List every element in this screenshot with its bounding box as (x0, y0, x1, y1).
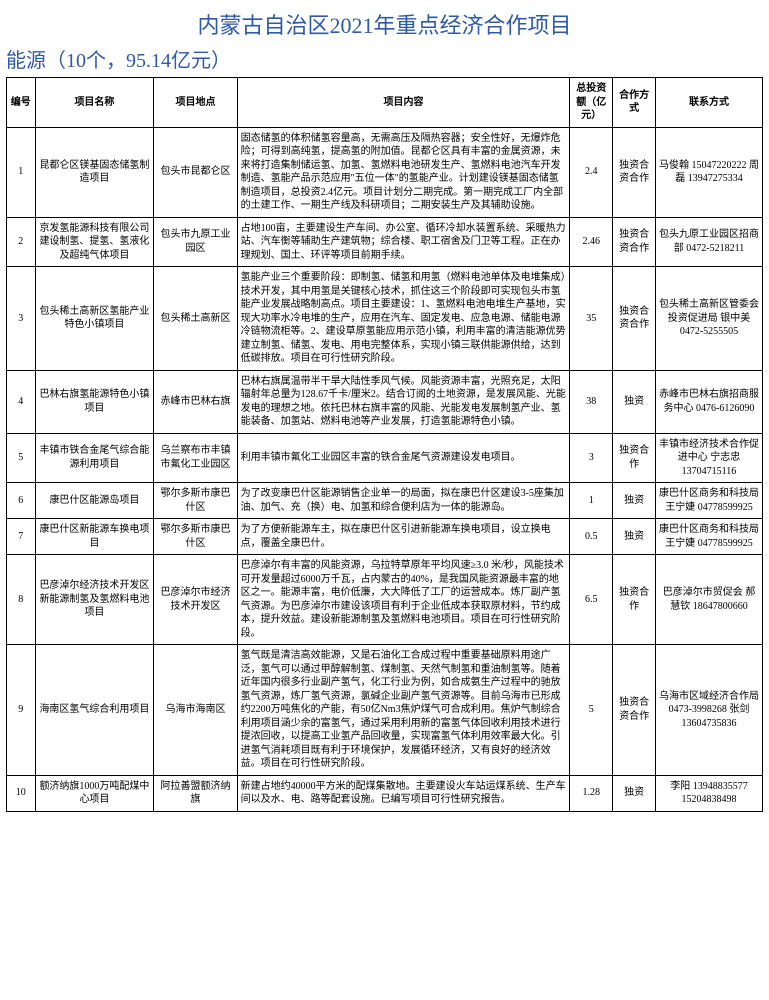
cell-name: 包头稀土高新区氢能产业特色小镇项目 (35, 267, 154, 371)
table-row: 5丰镇市铁合金尾气综合能源利用项目乌兰察布市丰镇市氟化工业园区利用丰镇市氟化工业… (7, 433, 763, 483)
cell-name: 康巴什区能源岛项目 (35, 483, 154, 519)
cell-name: 巴彦淖尔经济技术开发区新能源制氢及氢燃料电池项目 (35, 555, 154, 645)
cell-inv: 3 (570, 433, 613, 483)
cell-coop: 独资 (613, 483, 656, 519)
col-loc: 项目地点 (154, 78, 237, 128)
cell-name: 丰镇市铁合金尾气综合能源利用项目 (35, 433, 154, 483)
cell-contact: 丰镇市经济技术合作促进中心 宁志忠 13704715116 (655, 433, 762, 483)
cell-content: 氢气既是清洁高效能源，又是石油化工合成过程中重要基础原料用途广泛，氢气可以通过甲… (237, 645, 570, 776)
cell-content: 氢能产业三个重要阶段：即制氢、储氢和用氢（燃料电池单体及电堆集成）技术开发，其中… (237, 267, 570, 371)
cell-loc: 包头稀土高新区 (154, 267, 237, 371)
cell-loc: 阿拉善盟额济纳旗 (154, 775, 237, 811)
table-row: 6康巴什区能源岛项目鄂尔多斯市康巴什区为了改变康巴什区能源销售企业单一的局面，拟… (7, 483, 763, 519)
cell-contact: 包头九原工业园区招商部 0472-5218211 (655, 217, 762, 267)
cell-id: 10 (7, 775, 36, 811)
cell-id: 6 (7, 483, 36, 519)
cell-coop: 独资合资合作 (613, 127, 656, 217)
cell-id: 1 (7, 127, 36, 217)
cell-content: 利用丰镇市氟化工业园区丰富的铁合金尾气资源建设发电项目。 (237, 433, 570, 483)
cell-content: 新建占地约40000平方米的配煤集散地。主要建设火车站运煤系统、生产车间以及水、… (237, 775, 570, 811)
cell-coop: 独资 (613, 519, 656, 555)
col-content: 项目内容 (237, 78, 570, 128)
cell-coop: 独资合作 (613, 555, 656, 645)
cell-name: 额济纳旗1000万吨配煤中心项目 (35, 775, 154, 811)
cell-id: 7 (7, 519, 36, 555)
cell-inv: 6.5 (570, 555, 613, 645)
cell-coop: 独资合资合作 (613, 267, 656, 371)
table-row: 3包头稀土高新区氢能产业特色小镇项目包头稀土高新区氢能产业三个重要阶段：即制氢、… (7, 267, 763, 371)
cell-inv: 2.4 (570, 127, 613, 217)
table-row: 8巴彦淖尔经济技术开发区新能源制氢及氢燃料电池项目巴彦淖尔市经济技术开发区巴彦淖… (7, 555, 763, 645)
cell-name: 海南区氢气综合利用项目 (35, 645, 154, 776)
table-row: 9海南区氢气综合利用项目乌海市海南区氢气既是清洁高效能源，又是石油化工合成过程中… (7, 645, 763, 776)
cell-contact: 巴彦淖尔市贸促会 郝慧钦 18647800660 (655, 555, 762, 645)
table-row: 7康巴什区新能源车换电项目鄂尔多斯市康巴什区为了方便新能源车主，拟在康巴什区引进… (7, 519, 763, 555)
cell-coop: 独资合作 (613, 433, 656, 483)
cell-loc: 包头市九原工业园区 (154, 217, 237, 267)
cell-id: 5 (7, 433, 36, 483)
cell-content: 固态储氢的体积储氢容量高，无需高压及隔热容器；安全性好，无爆炸危险；可得到高纯氢… (237, 127, 570, 217)
cell-coop: 独资 (613, 370, 656, 433)
table-header-row: 编号 项目名称 项目地点 项目内容 总投资额（亿元） 合作方式 联系方式 (7, 78, 763, 128)
cell-id: 8 (7, 555, 36, 645)
cell-loc: 赤峰市巴林右旗 (154, 370, 237, 433)
cell-inv: 0.5 (570, 519, 613, 555)
cell-content: 巴彦淖尔有丰富的风能资源，乌拉特草原年平均风速≥3.0 米/秒，风能技术可开发量… (237, 555, 570, 645)
cell-contact: 乌海市区域经济合作局 0473-3998268 张剑 13604735836 (655, 645, 762, 776)
table-row: 4巴林右旗氢能源特色小镇项目赤峰市巴林右旗巴林右旗属温带半干旱大陆性季风气候。风… (7, 370, 763, 433)
cell-id: 2 (7, 217, 36, 267)
cell-content: 巴林右旗属温带半干旱大陆性季风气候。风能资源丰富，光照充足，太阳辐射年总量为12… (237, 370, 570, 433)
page-title: 内蒙古自治区2021年重点经济合作项目 (6, 8, 763, 40)
cell-loc: 乌海市海南区 (154, 645, 237, 776)
cell-name: 康巴什区新能源车换电项目 (35, 519, 154, 555)
cell-inv: 2.46 (570, 217, 613, 267)
cell-loc: 包头市昆都仑区 (154, 127, 237, 217)
cell-contact: 康巴什区商务和科技局 王宁婕 04778599925 (655, 519, 762, 555)
col-contact: 联系方式 (655, 78, 762, 128)
cell-id: 3 (7, 267, 36, 371)
projects-table: 编号 项目名称 项目地点 项目内容 总投资额（亿元） 合作方式 联系方式 1昆都… (6, 77, 763, 812)
cell-inv: 1.28 (570, 775, 613, 811)
cell-loc: 鄂尔多斯市康巴什区 (154, 519, 237, 555)
cell-name: 巴林右旗氢能源特色小镇项目 (35, 370, 154, 433)
cell-id: 4 (7, 370, 36, 433)
cell-contact: 李阳 13948835577 15204838498 (655, 775, 762, 811)
cell-inv: 38 (570, 370, 613, 433)
cell-name: 京发氢能源科技有限公司建设制氢、提氢、氢液化及超纯气体项目 (35, 217, 154, 267)
table-row: 1昆都仑区镁基固态储氢制造项目包头市昆都仑区固态储氢的体积储氢容量高，无需高压及… (7, 127, 763, 217)
cell-inv: 35 (570, 267, 613, 371)
cell-id: 9 (7, 645, 36, 776)
cell-coop: 独资合资合作 (613, 217, 656, 267)
cell-coop: 独资合资合作 (613, 645, 656, 776)
cell-contact: 赤峰市巴林右旗招商服务中心 0476-6126090 (655, 370, 762, 433)
col-coop: 合作方式 (613, 78, 656, 128)
col-inv: 总投资额（亿元） (570, 78, 613, 128)
col-name: 项目名称 (35, 78, 154, 128)
table-row: 10额济纳旗1000万吨配煤中心项目阿拉善盟额济纳旗新建占地约40000平方米的… (7, 775, 763, 811)
cell-content: 为了改变康巴什区能源销售企业单一的局面，拟在康巴什区建设3-5座集加油、加气、充… (237, 483, 570, 519)
cell-loc: 乌兰察布市丰镇市氟化工业园区 (154, 433, 237, 483)
cell-contact: 康巴什区商务和科技局 王宁婕 04778599925 (655, 483, 762, 519)
col-id: 编号 (7, 78, 36, 128)
cell-contact: 包头稀土高新区管委会投资促进局 银中美 0472-5255505 (655, 267, 762, 371)
cell-loc: 巴彦淖尔市经济技术开发区 (154, 555, 237, 645)
cell-coop: 独资 (613, 775, 656, 811)
cell-contact: 马俊翰 15047220222 周磊 13947275334 (655, 127, 762, 217)
section-subtitle: 能源（10个，95.14亿元） (6, 44, 763, 73)
cell-name: 昆都仑区镁基固态储氢制造项目 (35, 127, 154, 217)
cell-content: 占地100亩，主要建设生产车间、办公室、循环冷却水装置系统、采暖热力站、汽车衡等… (237, 217, 570, 267)
cell-inv: 5 (570, 645, 613, 776)
table-row: 2京发氢能源科技有限公司建设制氢、提氢、氢液化及超纯气体项目包头市九原工业园区占… (7, 217, 763, 267)
cell-inv: 1 (570, 483, 613, 519)
cell-loc: 鄂尔多斯市康巴什区 (154, 483, 237, 519)
cell-content: 为了方便新能源车主，拟在康巴什区引进新能源车换电项目，设立换电点，覆盖全康巴什。 (237, 519, 570, 555)
